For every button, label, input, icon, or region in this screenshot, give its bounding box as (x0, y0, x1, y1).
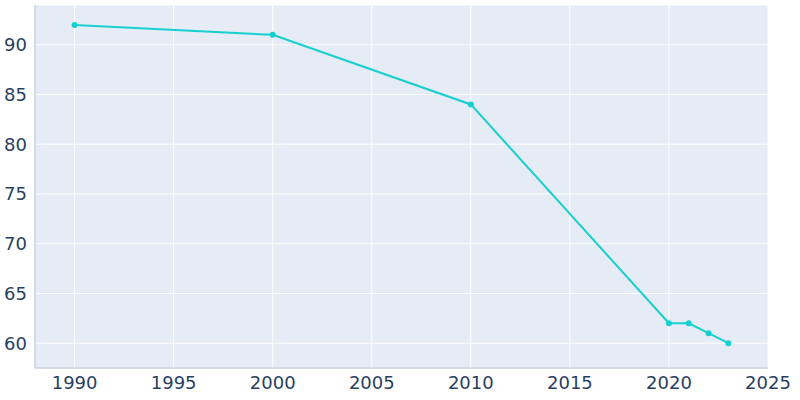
svg-text:65: 65 (8, 283, 27, 304)
svg-text:85: 85 (8, 84, 27, 105)
svg-text:60: 60 (8, 333, 27, 354)
svg-text:2010: 2010 (448, 372, 494, 393)
svg-text:2020: 2020 (646, 372, 692, 393)
svg-text:2015: 2015 (547, 372, 593, 393)
svg-text:75: 75 (8, 183, 27, 204)
svg-text:1995: 1995 (151, 372, 197, 393)
svg-text:2005: 2005 (349, 372, 395, 393)
svg-text:2025: 2025 (745, 372, 791, 393)
svg-text:1990: 1990 (52, 372, 98, 393)
svg-text:80: 80 (8, 134, 27, 155)
svg-text:2000: 2000 (250, 372, 296, 393)
svg-text:70: 70 (8, 233, 27, 254)
svg-text:90: 90 (8, 34, 27, 55)
